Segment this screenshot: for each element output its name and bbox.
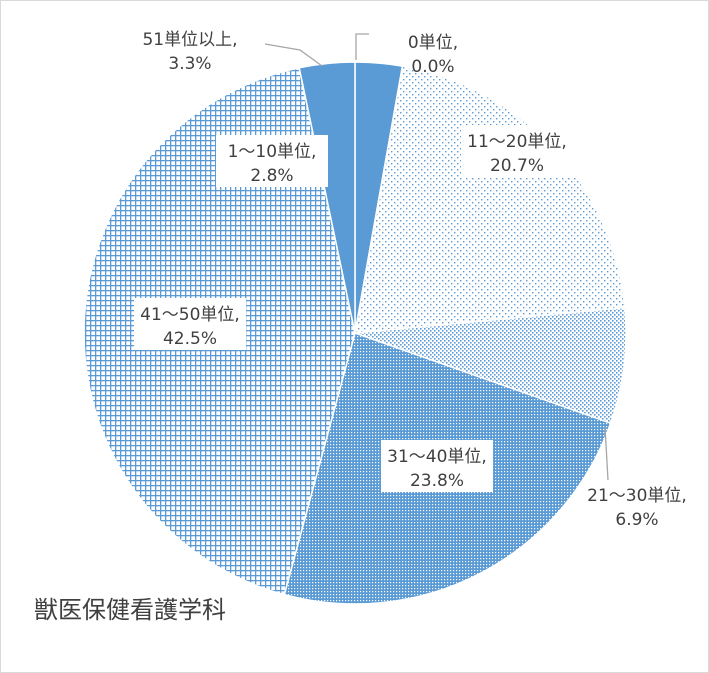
data-label-category: 21～30単位, [587, 486, 687, 506]
chart-title: 獣医保健看護学科 [34, 596, 226, 624]
data-label-value: 0.0% [411, 57, 454, 77]
pie-slice [354, 65, 626, 334]
data-label-background [461, 125, 573, 177]
data-label-value: 42.5% [163, 329, 217, 349]
data-label-background [134, 298, 246, 350]
data-label-category: 11～20単位, [467, 132, 567, 152]
data-label-value: 2.8% [250, 166, 293, 186]
data-label-background [216, 135, 328, 187]
data-label-category: 0単位, [408, 33, 458, 53]
data-label: 11～20単位, 20.7% [461, 125, 573, 177]
data-label: 41～50単位, 42.5% [134, 298, 246, 350]
data-label-category: 31～40単位, [387, 447, 487, 467]
data-label-value: 6.9% [615, 510, 658, 530]
data-label: 1～10単位, 2.8% [216, 135, 328, 187]
data-label-background [381, 440, 493, 492]
data-label-category: 1～10単位, [228, 142, 317, 162]
data-label-value: 23.8% [410, 471, 464, 491]
leader-line [355, 33, 369, 60]
leader-line [604, 426, 609, 481]
data-label: 51単位以上, 3.3% [142, 30, 237, 74]
data-label-category: 51単位以上, [142, 30, 237, 50]
pie-slice [298, 61, 356, 334]
data-label-value: 3.3% [168, 54, 211, 74]
data-label: 31～40単位, 23.8% [381, 440, 493, 492]
data-label-category: 41～50単位, [140, 305, 240, 325]
data-label-value: 20.7% [490, 156, 544, 176]
leader-line [264, 43, 323, 67]
data-label: 0単位, 0.0% [408, 33, 458, 77]
pie-slice [354, 306, 627, 425]
data-label: 21～30単位, 6.9% [587, 486, 687, 530]
